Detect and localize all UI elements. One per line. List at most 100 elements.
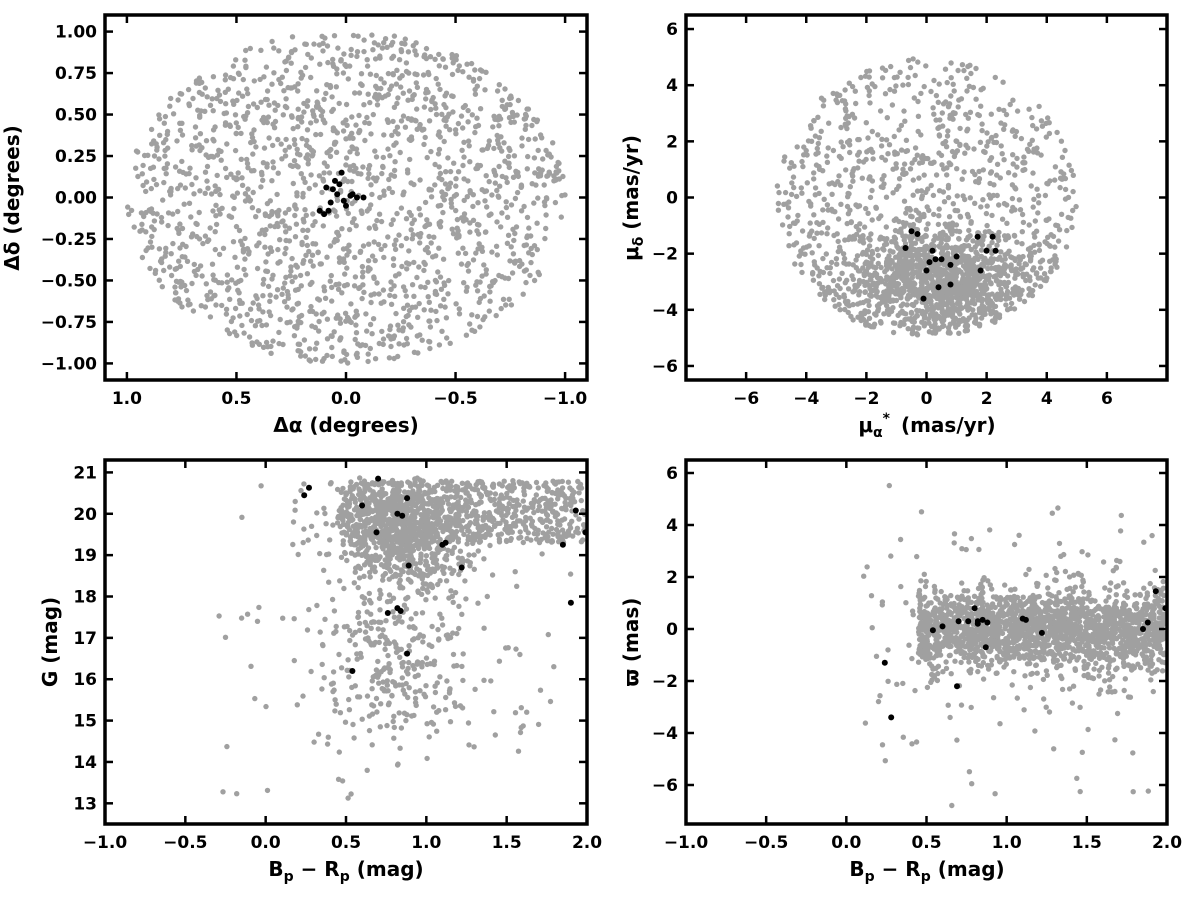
member-star-point <box>938 256 945 263</box>
field-star-point <box>528 245 534 252</box>
field-star-point <box>342 719 349 725</box>
field-star-point <box>865 210 871 216</box>
field-star-point <box>812 185 819 191</box>
field-star-point <box>1020 159 1026 166</box>
field-star-point <box>436 146 443 153</box>
field-star-point <box>329 94 335 100</box>
field-star-point <box>353 165 359 172</box>
field-star-point <box>450 60 456 66</box>
field-star-point <box>283 67 290 74</box>
field-star-point <box>869 248 875 255</box>
field-star-point <box>1003 237 1009 243</box>
field-star-point <box>439 176 445 183</box>
field-star-point <box>962 277 969 284</box>
field-star-point <box>202 85 208 91</box>
field-star-point <box>255 208 262 214</box>
field-star-point <box>390 71 396 77</box>
field-star-point <box>860 233 866 239</box>
field-star-point <box>252 695 258 702</box>
field-star-point <box>965 243 972 249</box>
field-star-point <box>308 303 314 310</box>
field-star-point <box>288 268 294 274</box>
field-star-point <box>287 162 294 169</box>
field-star-point <box>290 180 296 187</box>
field-star-point <box>216 279 222 286</box>
field-star-point <box>413 80 419 86</box>
field-star-point <box>847 149 853 156</box>
field-star-point <box>1036 200 1042 206</box>
field-star-point <box>157 132 163 138</box>
field-star-point <box>348 46 354 53</box>
member-star-point <box>323 184 330 191</box>
field-star-point <box>912 145 919 151</box>
field-star-point <box>346 707 353 713</box>
field-star-point <box>344 265 350 271</box>
field-star-point <box>894 74 900 80</box>
field-star-point <box>311 41 317 47</box>
field-star-point <box>966 83 973 90</box>
field-star-point <box>310 111 317 118</box>
field-star-point <box>392 159 398 165</box>
field-star-point <box>149 141 155 147</box>
field-star-point <box>314 532 320 539</box>
field-star-point <box>261 119 267 126</box>
field-star-point <box>796 253 802 259</box>
field-star-point <box>186 170 192 177</box>
field-star-point <box>365 175 371 182</box>
field-star-point <box>869 217 875 223</box>
x-tick-label: −2 <box>853 389 879 409</box>
field-star-point <box>366 120 372 127</box>
field-star-point <box>341 585 347 592</box>
field-star-point <box>232 254 238 260</box>
field-star-point <box>280 112 286 118</box>
field-star-point <box>534 246 540 253</box>
field-star-point <box>978 239 985 246</box>
field-star-point <box>324 254 330 260</box>
field-star-point <box>435 151 442 157</box>
field-star-point <box>234 264 241 270</box>
field-star-point <box>412 48 418 54</box>
field-star-point <box>427 345 433 352</box>
field-star-point <box>921 172 927 178</box>
field-star-point <box>224 272 231 278</box>
field-star-point <box>272 107 278 113</box>
sky-points <box>125 32 568 366</box>
field-star-point <box>1033 126 1040 132</box>
field-star-point <box>162 113 169 120</box>
field-star-point <box>917 289 923 295</box>
field-star-point <box>182 185 188 191</box>
field-star-point <box>320 117 326 123</box>
field-star-point <box>907 166 914 172</box>
field-star-point <box>301 337 308 343</box>
field-star-point <box>1035 210 1041 216</box>
field-star-point <box>377 53 383 59</box>
field-star-point <box>808 138 815 144</box>
field-star-point <box>356 112 362 119</box>
field-star-point <box>945 325 952 331</box>
field-star-point <box>1026 106 1032 112</box>
field-star-point <box>866 235 872 241</box>
field-star-point <box>967 195 973 201</box>
field-star-point <box>946 256 953 262</box>
field-star-point <box>162 253 168 259</box>
field-star-point <box>935 305 941 311</box>
field-star-point <box>1001 266 1007 272</box>
field-star-point <box>1012 256 1018 262</box>
field-star-point <box>394 100 400 107</box>
field-star-point <box>327 243 334 249</box>
field-star-point <box>203 152 209 158</box>
field-star-point <box>990 192 997 199</box>
field-star-point <box>865 135 871 141</box>
field-star-point <box>951 153 958 160</box>
field-star-point <box>265 283 272 290</box>
field-star-point <box>940 140 946 147</box>
field-star-point <box>1058 211 1065 217</box>
field-star-point <box>241 330 247 336</box>
field-star-point <box>1038 118 1045 124</box>
field-star-point <box>950 81 956 88</box>
field-star-point <box>192 124 199 130</box>
field-star-point <box>233 280 239 286</box>
field-star-point <box>258 184 264 190</box>
field-star-point <box>467 159 473 165</box>
field-star-point <box>537 173 544 179</box>
